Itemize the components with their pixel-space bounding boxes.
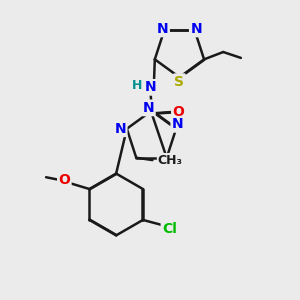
Text: N: N xyxy=(190,22,202,36)
Text: N: N xyxy=(145,80,156,94)
Text: Cl: Cl xyxy=(162,222,177,236)
Text: N: N xyxy=(157,22,169,36)
Text: N: N xyxy=(115,122,126,136)
Text: N: N xyxy=(172,117,183,131)
Text: S: S xyxy=(174,75,184,89)
Text: CH₃: CH₃ xyxy=(158,154,182,166)
Text: O: O xyxy=(58,173,70,187)
Text: N: N xyxy=(143,101,154,115)
Text: H: H xyxy=(132,80,142,92)
Text: O: O xyxy=(172,105,184,119)
